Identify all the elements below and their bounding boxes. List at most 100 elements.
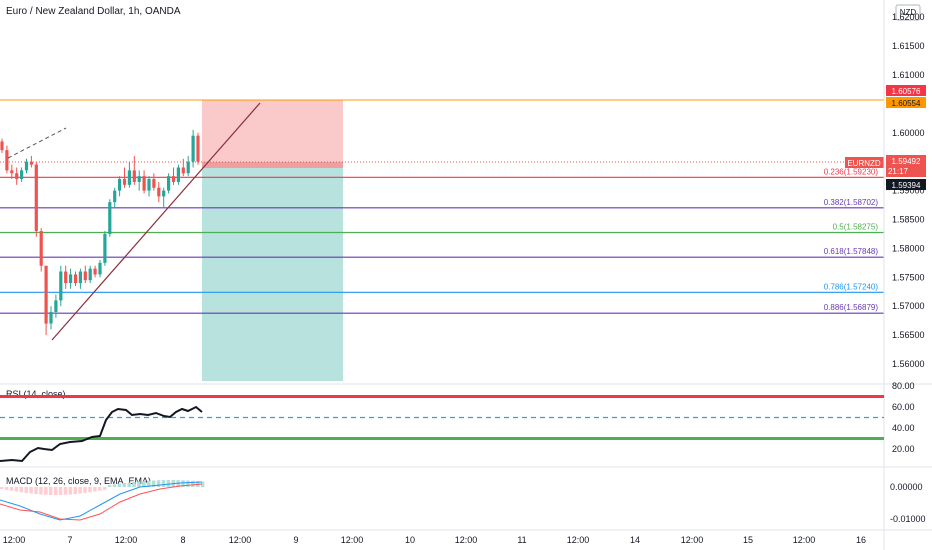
macd-histogram-bar [0, 487, 4, 489]
macd-histogram-bar [151, 480, 156, 487]
macd-label: MACD (12, 26, close, 9, EMA, EMA) [6, 476, 151, 486]
candle-body [59, 271, 63, 301]
fib-level-label: 0.236(1.59230) [824, 167, 879, 176]
time-axis[interactable]: 12:00 7 12:00 8 12:00 9 12:00 10 12:00 11 12:00 14 1… [3, 535, 866, 545]
candle-body [69, 274, 73, 284]
fib-level-label: 0.382(1.58702) [824, 198, 879, 207]
candle-body [147, 179, 151, 191]
dashed-projection-line[interactable] [7, 127, 67, 159]
time-tick-label: 9 [293, 535, 298, 545]
macd-histogram-bar [44, 487, 48, 495]
price-tick-label: 1.60000 [892, 128, 925, 138]
candle-body [88, 268, 92, 281]
candle-body [152, 179, 156, 188]
macd-histogram-bar [132, 482, 136, 487]
rsi-pane[interactable]: 80.00 60.00 40.00 20.00 [0, 381, 915, 463]
candle-body [34, 164, 38, 232]
fib-level-label: 0.786(1.57240) [824, 282, 879, 291]
candle-body [157, 187, 161, 197]
trend-line[interactable] [51, 102, 261, 341]
price-tick-label: 1.59000 [892, 186, 925, 196]
price-tick-label: 1.56000 [892, 359, 925, 369]
macd-histogram-bar [63, 487, 68, 495]
macd-histogram-bar [53, 487, 58, 495]
time-tick-label: 12:00 [681, 535, 704, 545]
macd-pane[interactable]: 0.00000 -0.01000 [0, 480, 926, 524]
candle-body [24, 161, 29, 171]
price-tick-label: 1.61000 [892, 70, 925, 80]
candle-body [132, 170, 136, 182]
macd-histogram-bar [19, 487, 24, 493]
target-price-2: 1.60554 [892, 99, 921, 108]
macd-histogram-bar [68, 487, 73, 495]
reward-zone[interactable] [202, 168, 343, 381]
candle-body [137, 176, 141, 182]
candle-body [162, 190, 166, 197]
macd-histogram-bar [107, 485, 112, 487]
macd-histogram-bar [117, 483, 122, 487]
macd-signal-line [0, 483, 203, 521]
last-price-tag [886, 155, 926, 177]
time-tick-label: 12:00 [115, 535, 138, 545]
target-price-tag-2 [886, 97, 926, 108]
macd-histogram-bar [112, 484, 117, 487]
time-tick-label: 12:00 [3, 535, 26, 545]
candle-body [171, 176, 176, 182]
candle-body [64, 271, 68, 284]
risk-entry-band [202, 162, 343, 168]
candle-body [20, 170, 24, 180]
candle-body [196, 135, 200, 162]
price-axis[interactable]: 1.62000 1.61500 1.61000 1.60000 1.59000 1.585… [892, 12, 925, 369]
time-tick-label: 8 [180, 535, 185, 545]
macd-histogram-bar [102, 487, 107, 490]
candle-body [98, 262, 102, 275]
macd-histogram-bar [122, 483, 126, 487]
candle-body [15, 173, 19, 180]
rsi-tick-label: 40.00 [892, 423, 915, 433]
macd-histogram-bar [191, 480, 195, 487]
price-tick-label: 1.58000 [892, 243, 925, 253]
macd-histogram-bar [29, 487, 33, 494]
rsi-tick-label: 60.00 [892, 402, 915, 412]
stop-price: 1.59394 [892, 181, 921, 190]
price-tick-label: 1.57000 [892, 301, 925, 311]
candle-body [29, 161, 33, 165]
last-price: 1.59492 [892, 157, 921, 166]
rsi-tick-label: 80.00 [892, 381, 915, 391]
fibonacci-levels[interactable]: 0.236(1.59230) 0.382(1.58702) 0.5(1.58275)… [0, 167, 884, 314]
time-tick-label: 12:00 [567, 535, 590, 545]
price-tick-label: 1.56500 [892, 330, 925, 340]
macd-histogram-bar [49, 487, 53, 495]
time-tick-label: 15 [743, 535, 753, 545]
fib-level-label: 0.886(1.56879) [824, 303, 879, 312]
risk-zone[interactable] [202, 100, 343, 168]
time-tick-label: 12:00 [341, 535, 364, 545]
price-tick-label: 1.61500 [892, 41, 925, 51]
symbol-tag [845, 157, 884, 168]
time-tick-label: 12:00 [455, 535, 478, 545]
candle-body [103, 233, 107, 263]
macd-histogram-bar [9, 487, 14, 491]
candle-body [44, 265, 48, 324]
fib-level-label: 0.5(1.58275) [833, 223, 879, 232]
candle-body [122, 179, 127, 185]
rsi-tick-label: 20.00 [892, 444, 915, 454]
candle-body [118, 179, 122, 191]
macd-histogram-bar [98, 487, 102, 491]
candle-body [127, 170, 131, 185]
macd-histogram-bar [34, 487, 38, 495]
macd-histogram-bar [88, 487, 92, 493]
macd-tick-label: -0.01000 [890, 514, 926, 524]
macd-histogram-bar [142, 481, 146, 487]
candle-body [39, 231, 43, 266]
candle-body [113, 190, 117, 203]
macd-histogram-bar [73, 487, 77, 495]
macd-tick-label: 0.00000 [890, 482, 923, 492]
candle-body [176, 167, 180, 182]
candle-body [142, 176, 146, 191]
candle-body [191, 135, 195, 162]
time-tick-label: 11 [517, 535, 526, 545]
currency-badge[interactable] [895, 4, 921, 21]
macd-histogram-bar [166, 480, 171, 487]
